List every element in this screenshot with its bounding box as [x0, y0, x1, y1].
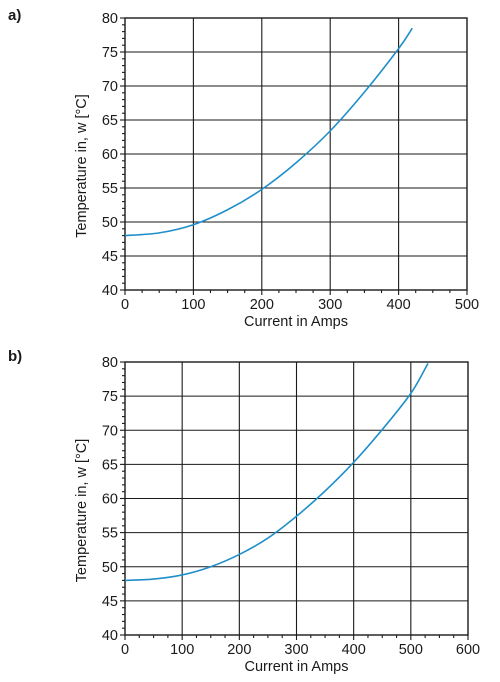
y-tick-label: 60 — [102, 147, 118, 163]
y-axis-title: Temperature in, w [°C] — [74, 439, 90, 583]
y-tick-label: 80 — [102, 11, 118, 27]
y-tick-label: 65 — [102, 113, 118, 129]
x-tick-label: 0 — [121, 297, 129, 313]
series-line-1 — [124, 362, 429, 582]
y-tick-label: 45 — [102, 594, 118, 610]
x-tick-label: 0 — [121, 642, 129, 658]
x-tick-label: 500 — [455, 297, 479, 313]
chart-panel-1: a) 0 100 200 300 400 500 40 45 50 55 60 65 70 75 80 Curr… — [8, 7, 479, 330]
y-tick-label: 40 — [102, 628, 118, 644]
x-tick-label: 200 — [227, 642, 251, 658]
x-tick-label: 100 — [181, 297, 205, 313]
y-tick-label: 70 — [102, 79, 118, 95]
x-tick-label: 400 — [386, 297, 410, 313]
y-tick-label: 75 — [102, 45, 118, 61]
series-line-1 — [124, 27, 413, 237]
x-tick-label: 300 — [318, 297, 342, 313]
y-tick-label: 40 — [102, 283, 118, 299]
y-tick-label: 65 — [102, 457, 118, 473]
panel-label: b) — [8, 348, 22, 365]
chart-panel-2: b) 0 100 200 300 400 500 600 40 45 50 55 60 65 70 75 80 C… — [8, 348, 480, 675]
y-tick-label: 45 — [102, 249, 118, 265]
plot-frame — [124, 361, 469, 636]
y-tick-label: 75 — [102, 389, 118, 405]
x-tick-label: 200 — [250, 297, 274, 313]
y-tick-label: 55 — [102, 181, 118, 197]
y-tick-label: 60 — [102, 492, 118, 508]
x-tick-label: 400 — [342, 642, 366, 658]
y-axis-title: Temperature in, w [°C] — [74, 94, 90, 238]
x-tick-label: 600 — [456, 642, 480, 658]
x-axis-title: Current in Amps — [244, 314, 348, 330]
x-axis-title: Current in Amps — [245, 659, 349, 675]
plot-frame — [124, 17, 468, 291]
panel-label: a) — [8, 7, 21, 24]
y-tick-label: 55 — [102, 526, 118, 542]
x-tick-label: 100 — [170, 642, 194, 658]
y-tick-label: 80 — [102, 355, 118, 371]
y-tick-label: 50 — [102, 215, 118, 231]
y-tick-label: 70 — [102, 423, 118, 439]
x-tick-label: 500 — [399, 642, 423, 658]
x-tick-label: 300 — [284, 642, 308, 658]
y-tick-label: 50 — [102, 560, 118, 576]
